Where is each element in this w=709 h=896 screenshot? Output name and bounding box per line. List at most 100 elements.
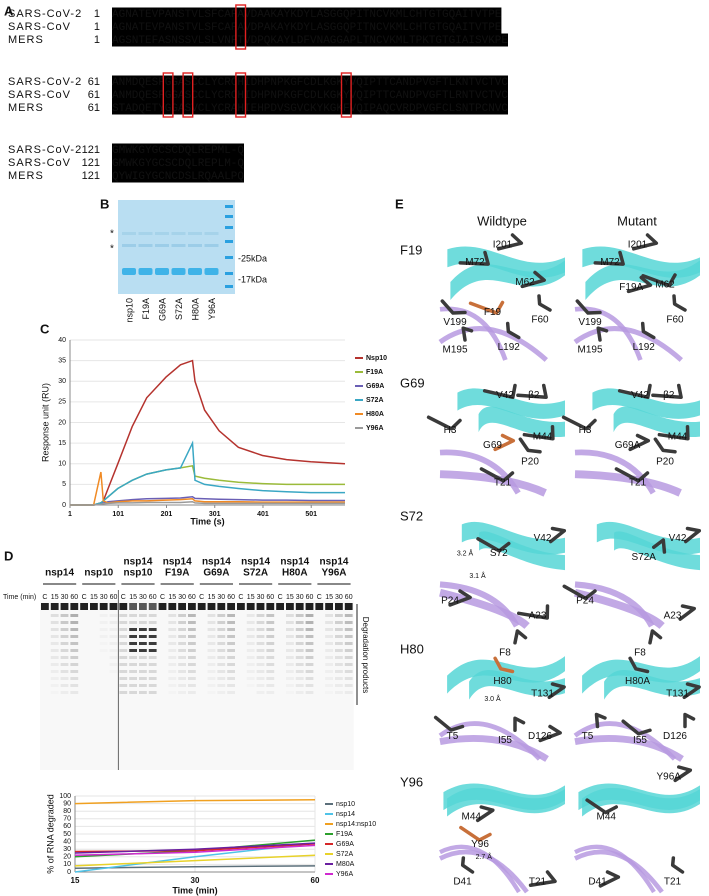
helix-ribbon: [461, 521, 565, 555]
full-length-band: [227, 603, 235, 610]
lane-label: 30: [139, 594, 147, 601]
degradation-band: [119, 635, 128, 638]
full-length-band: [188, 603, 196, 610]
x-tick-label: 201: [161, 511, 173, 518]
x-tick-label: 401: [257, 511, 269, 518]
residue-stick: [448, 589, 472, 607]
distance-label: 3.2 Å: [457, 548, 474, 557]
residue-label: P24: [441, 596, 459, 607]
legend-label: H80A: [366, 411, 384, 418]
degradation-band: [60, 677, 69, 680]
sequence-start: 121: [82, 144, 100, 156]
degradation-band: [119, 614, 128, 617]
degradation-band: [109, 621, 118, 624]
lane-label: C: [160, 594, 165, 601]
ladder-band: [225, 272, 233, 275]
residue-label: F19A: [619, 282, 643, 293]
degradation-band: [266, 628, 275, 631]
residue-label: G69: [483, 440, 502, 451]
degradation-band: [325, 642, 333, 645]
lane-label: H80A: [190, 298, 200, 321]
x-tick-label: 15: [71, 876, 80, 885]
residue-label: T21: [629, 478, 647, 489]
degradation-band: [344, 635, 353, 638]
degradation-band: [188, 614, 196, 617]
series-line: [74, 842, 316, 854]
full-length-band: [178, 603, 186, 610]
residue-stick: [585, 798, 618, 815]
residue-label: T21: [494, 478, 512, 489]
residue-stick: [562, 584, 597, 601]
degradation-band: [335, 691, 343, 694]
degradation-band: [266, 614, 275, 617]
lane-label: C: [82, 594, 87, 601]
residue-stick: [561, 415, 597, 431]
degradation-band: [295, 614, 304, 617]
degradation-band: [109, 614, 118, 617]
degradation-band: [70, 684, 79, 687]
series-line: [74, 844, 316, 857]
degradation-band: [256, 628, 265, 631]
lane-label: 30: [217, 594, 225, 601]
residue-stick: [461, 326, 474, 342]
lane-label: C: [42, 594, 47, 601]
legend-label: nsp14: [336, 811, 355, 818]
residue-label: P20: [521, 456, 539, 467]
degradation-band: [227, 642, 235, 645]
lane-label: 60: [149, 594, 157, 601]
degradation-band: [168, 628, 177, 631]
residue-stick: [631, 233, 659, 251]
lane-label: G69A: [157, 298, 167, 321]
lane-label: 30: [61, 594, 69, 601]
panel-label: A: [4, 3, 14, 18]
degradation-band: [217, 614, 226, 617]
distance-label: 3.1 Å: [469, 571, 486, 580]
sequence-highlight: [112, 20, 502, 34]
residue-stick: [522, 425, 555, 441]
sequence: GMWKGYGCSCDQLREPLM-Q: [112, 158, 244, 170]
degradation-band: [246, 614, 255, 617]
residue-stick: [626, 275, 653, 294]
degradation-band: [266, 656, 275, 659]
sequence-highlight: [112, 143, 244, 157]
degradation-band: [129, 656, 137, 659]
helix-ribbon: [450, 260, 565, 301]
degradation-band: [217, 656, 226, 659]
sequence-name: SARS-CoV: [8, 21, 71, 33]
degradation-band: [168, 649, 177, 652]
helix-ribbon: [457, 388, 565, 419]
sequence-highlight: [112, 156, 244, 170]
residue-stick: [548, 526, 567, 544]
residue-label: V42: [534, 533, 552, 544]
helix-ribbon: [469, 670, 565, 700]
y-tick-label: 90: [63, 800, 71, 807]
y-tick-label: 20: [58, 419, 66, 426]
residue-stick: [537, 294, 552, 312]
residue-stick: [518, 437, 542, 454]
degradation-band: [256, 663, 265, 666]
mutation-box: [235, 4, 247, 50]
sequence-highlight: [112, 88, 508, 102]
ladder-band: [225, 256, 233, 259]
lane-label: 60: [70, 594, 78, 601]
y-tick-label: 25: [58, 399, 66, 406]
full-length-band: [90, 603, 98, 610]
sequence-name: SARS-CoV-2: [8, 76, 82, 88]
full-length-band: [295, 603, 304, 610]
degradation-band: [305, 656, 314, 659]
size-label: -17kDa: [238, 274, 267, 284]
degradation-band: [119, 656, 128, 659]
degradation-band: [305, 677, 314, 680]
residue-label: P20: [656, 456, 674, 467]
residue-label: L192: [633, 342, 656, 353]
helix-ribbon: [443, 783, 565, 811]
degradation-band: [70, 635, 79, 638]
degradation-band: [256, 684, 265, 687]
y-tick-label: 40: [63, 838, 71, 845]
degradation-band: [178, 628, 186, 631]
y-tick-label: 0: [67, 869, 71, 876]
degradation-band: [119, 677, 128, 680]
degradation-band: [178, 649, 186, 652]
residue-label: β2: [663, 390, 675, 401]
degradation-band: [344, 621, 353, 624]
